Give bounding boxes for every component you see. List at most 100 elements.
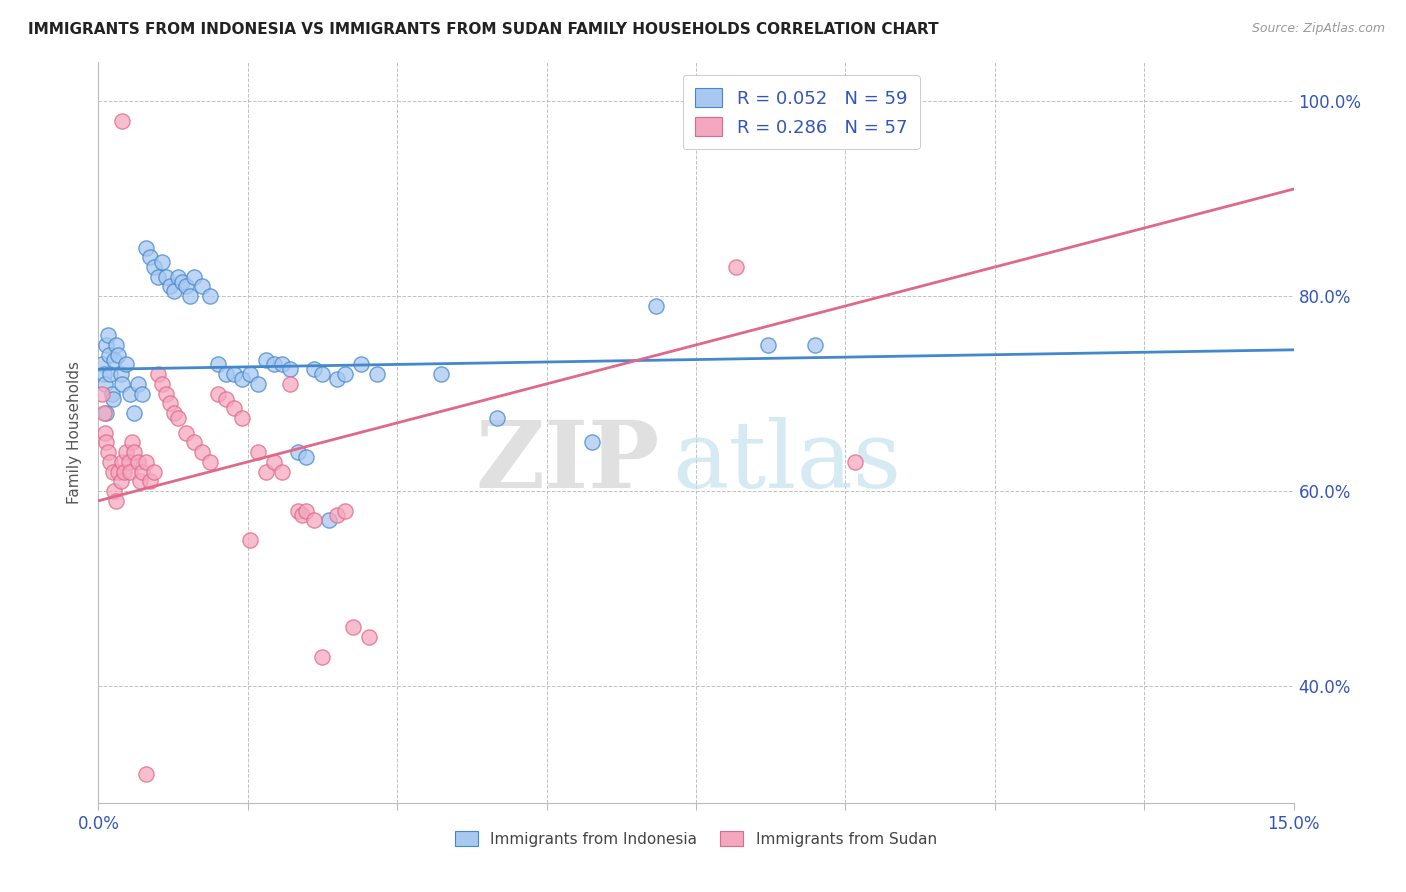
Point [198, 455, 221, 469]
Point [263, 455, 285, 469]
Point [103, 352, 125, 367]
Point [287, 445, 309, 459]
Point [207, 386, 229, 401]
Point [172, 275, 194, 289]
Point [111, 376, 134, 391]
Point [294, 450, 316, 464]
Point [326, 508, 349, 523]
Point [291, 508, 314, 523]
Point [174, 425, 197, 440]
Point [239, 367, 262, 381]
Point [335, 503, 357, 517]
Point [342, 620, 364, 634]
Point [103, 484, 125, 499]
Point [804, 338, 827, 352]
Point [183, 269, 205, 284]
Legend: Immigrants from Indonesia, Immigrants from Sudan: Immigrants from Indonesia, Immigrants fr… [447, 823, 945, 855]
Point [101, 392, 124, 406]
Point [139, 475, 162, 489]
Point [111, 114, 134, 128]
Point [155, 269, 177, 284]
Point [179, 289, 201, 303]
Point [302, 513, 325, 527]
Point [148, 367, 170, 381]
Point [131, 465, 153, 479]
Point [148, 269, 170, 284]
Point [120, 386, 142, 401]
Point [143, 260, 166, 274]
Point [94, 376, 117, 391]
Point [98, 455, 122, 469]
Y-axis label: Family Households: Family Households [67, 361, 83, 504]
Point [91, 358, 114, 372]
Point [246, 445, 269, 459]
Point [120, 465, 142, 479]
Point [191, 445, 214, 459]
Point [167, 269, 190, 284]
Point [96, 435, 118, 450]
Point [101, 386, 124, 401]
Point [246, 376, 269, 391]
Point [150, 376, 173, 391]
Point [159, 279, 181, 293]
Point [155, 386, 177, 401]
Point [311, 367, 333, 381]
Point [97, 445, 120, 459]
Point [222, 367, 245, 381]
Point [94, 406, 117, 420]
Point [135, 240, 157, 255]
Point [359, 630, 381, 644]
Point [430, 367, 453, 381]
Point [143, 465, 166, 479]
Point [215, 392, 238, 406]
Point [163, 406, 186, 420]
Point [94, 425, 117, 440]
Point [107, 465, 129, 479]
Point [183, 435, 205, 450]
Point [139, 250, 162, 264]
Point [756, 338, 779, 352]
Point [115, 358, 138, 372]
Point [645, 299, 668, 313]
Point [215, 367, 238, 381]
Point [287, 503, 309, 517]
Point [128, 475, 150, 489]
Point [104, 493, 127, 508]
Point [239, 533, 262, 547]
Point [110, 367, 132, 381]
Point [110, 475, 132, 489]
Point [191, 279, 214, 293]
Point [335, 367, 357, 381]
Point [101, 465, 124, 479]
Point [278, 362, 301, 376]
Text: IMMIGRANTS FROM INDONESIA VS IMMIGRANTS FROM SUDAN FAMILY HOUSEHOLDS CORRELATION: IMMIGRANTS FROM INDONESIA VS IMMIGRANTS … [28, 22, 939, 37]
Point [115, 445, 138, 459]
Text: ZIP: ZIP [475, 417, 661, 508]
Point [150, 255, 173, 269]
Point [294, 503, 316, 517]
Point [104, 338, 127, 352]
Point [93, 367, 115, 381]
Point [97, 348, 120, 362]
Point [311, 649, 333, 664]
Point [174, 279, 197, 293]
Text: Source: ZipAtlas.com: Source: ZipAtlas.com [1251, 22, 1385, 36]
Point [159, 396, 181, 410]
Point [366, 367, 388, 381]
Point [302, 362, 325, 376]
Point [163, 285, 186, 299]
Point [263, 358, 285, 372]
Point [124, 406, 146, 420]
Point [207, 358, 229, 372]
Point [231, 411, 253, 425]
Point [98, 367, 122, 381]
Point [350, 358, 373, 372]
Point [318, 513, 340, 527]
Point [127, 376, 149, 391]
Text: atlas: atlas [672, 417, 901, 508]
Point [270, 358, 292, 372]
Point [222, 401, 245, 416]
Point [167, 411, 190, 425]
Point [112, 465, 135, 479]
Point [270, 465, 292, 479]
